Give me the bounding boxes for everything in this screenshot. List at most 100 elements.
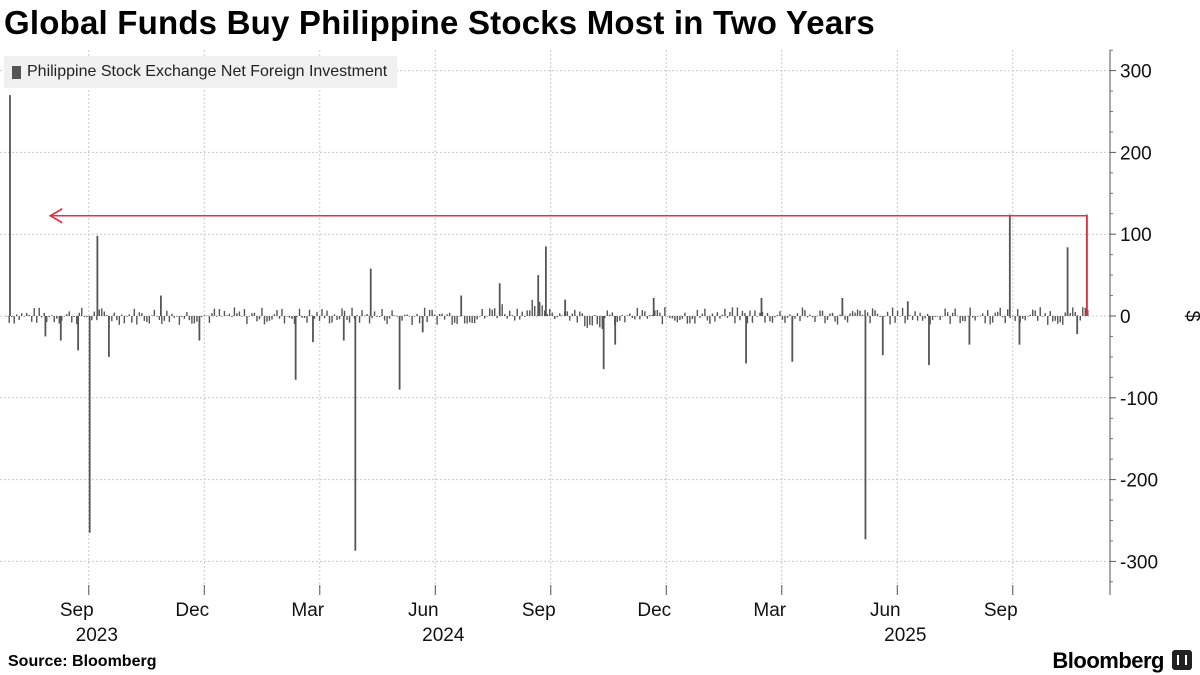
bar — [811, 316, 814, 318]
bar — [619, 316, 621, 321]
bar — [604, 316, 606, 318]
bar — [854, 312, 856, 316]
bar — [559, 313, 561, 316]
bar — [806, 316, 809, 318]
bar — [596, 316, 598, 325]
bar — [939, 316, 941, 321]
bar — [101, 308, 103, 316]
bar — [681, 316, 684, 319]
x-tick-label: Mar — [291, 600, 324, 621]
bar-spike — [1008, 214, 1011, 316]
bar — [346, 316, 348, 321]
bar — [644, 311, 646, 316]
bar — [804, 310, 806, 316]
bar — [634, 316, 636, 320]
bar — [764, 316, 766, 323]
bar — [809, 314, 811, 316]
bar — [529, 310, 531, 316]
bar — [356, 314, 358, 316]
bar — [306, 316, 308, 323]
bar — [111, 316, 113, 322]
bar — [6, 316, 8, 317]
bar-spike — [44, 316, 47, 337]
bar — [879, 316, 881, 317]
x-tick-label: Jun — [408, 600, 439, 621]
bar — [1001, 316, 1004, 318]
bar — [511, 315, 513, 316]
bar — [649, 314, 651, 316]
bar — [41, 316, 43, 318]
bar — [516, 308, 518, 316]
bar — [894, 316, 896, 323]
bar — [313, 316, 316, 319]
bar — [173, 316, 176, 318]
bar — [836, 316, 839, 325]
bar — [991, 316, 994, 323]
bar — [488, 308, 491, 316]
bar — [926, 313, 929, 316]
bar — [363, 315, 366, 317]
bar — [288, 316, 291, 318]
bar — [576, 316, 578, 323]
bar — [473, 316, 476, 324]
bar — [461, 315, 463, 317]
bar — [1024, 316, 1026, 321]
bar — [243, 309, 246, 316]
bar — [186, 312, 188, 316]
y-tick-label: 100 — [1120, 225, 1152, 246]
bar — [418, 316, 421, 324]
bar — [929, 316, 931, 325]
bar — [509, 310, 511, 316]
bar — [123, 316, 126, 324]
bar-spike — [791, 316, 794, 362]
bar — [1062, 316, 1064, 325]
bar — [876, 313, 879, 316]
bar — [411, 316, 413, 325]
bar — [884, 316, 886, 317]
y-tick-label: 0 — [1120, 307, 1131, 328]
bar — [1027, 316, 1029, 317]
bar — [226, 315, 228, 316]
bar — [621, 314, 624, 316]
bar — [584, 316, 586, 327]
bar — [969, 307, 971, 316]
bar-spike — [760, 298, 763, 316]
bar — [76, 316, 78, 325]
bar — [48, 316, 50, 317]
bar — [408, 316, 411, 317]
bar — [96, 316, 98, 321]
bar — [1039, 307, 1041, 316]
bar — [921, 316, 924, 321]
annotation-arrow-head — [48, 208, 63, 224]
bar — [961, 316, 964, 321]
bar — [946, 312, 949, 316]
bar — [1084, 307, 1086, 316]
bar — [689, 316, 691, 324]
bar — [726, 316, 729, 318]
bar — [378, 316, 381, 318]
bar — [438, 313, 441, 316]
bar — [31, 316, 33, 322]
bar — [1082, 307, 1084, 316]
bar — [686, 316, 689, 324]
bar — [901, 307, 904, 316]
bar — [78, 312, 80, 316]
bar — [128, 314, 131, 316]
bar-spike — [342, 316, 345, 341]
bar — [181, 316, 183, 317]
y-tick-label: -200 — [1120, 471, 1158, 492]
bar — [754, 310, 756, 316]
bar — [934, 316, 936, 318]
bar-spike — [614, 316, 617, 345]
bar — [8, 316, 10, 323]
bar — [759, 312, 761, 316]
bar — [1042, 316, 1044, 317]
bar — [376, 316, 378, 317]
bar — [936, 316, 939, 317]
bar — [71, 316, 73, 323]
bar — [388, 316, 391, 319]
bar — [586, 316, 588, 328]
bar — [671, 316, 674, 319]
bar — [266, 316, 268, 322]
